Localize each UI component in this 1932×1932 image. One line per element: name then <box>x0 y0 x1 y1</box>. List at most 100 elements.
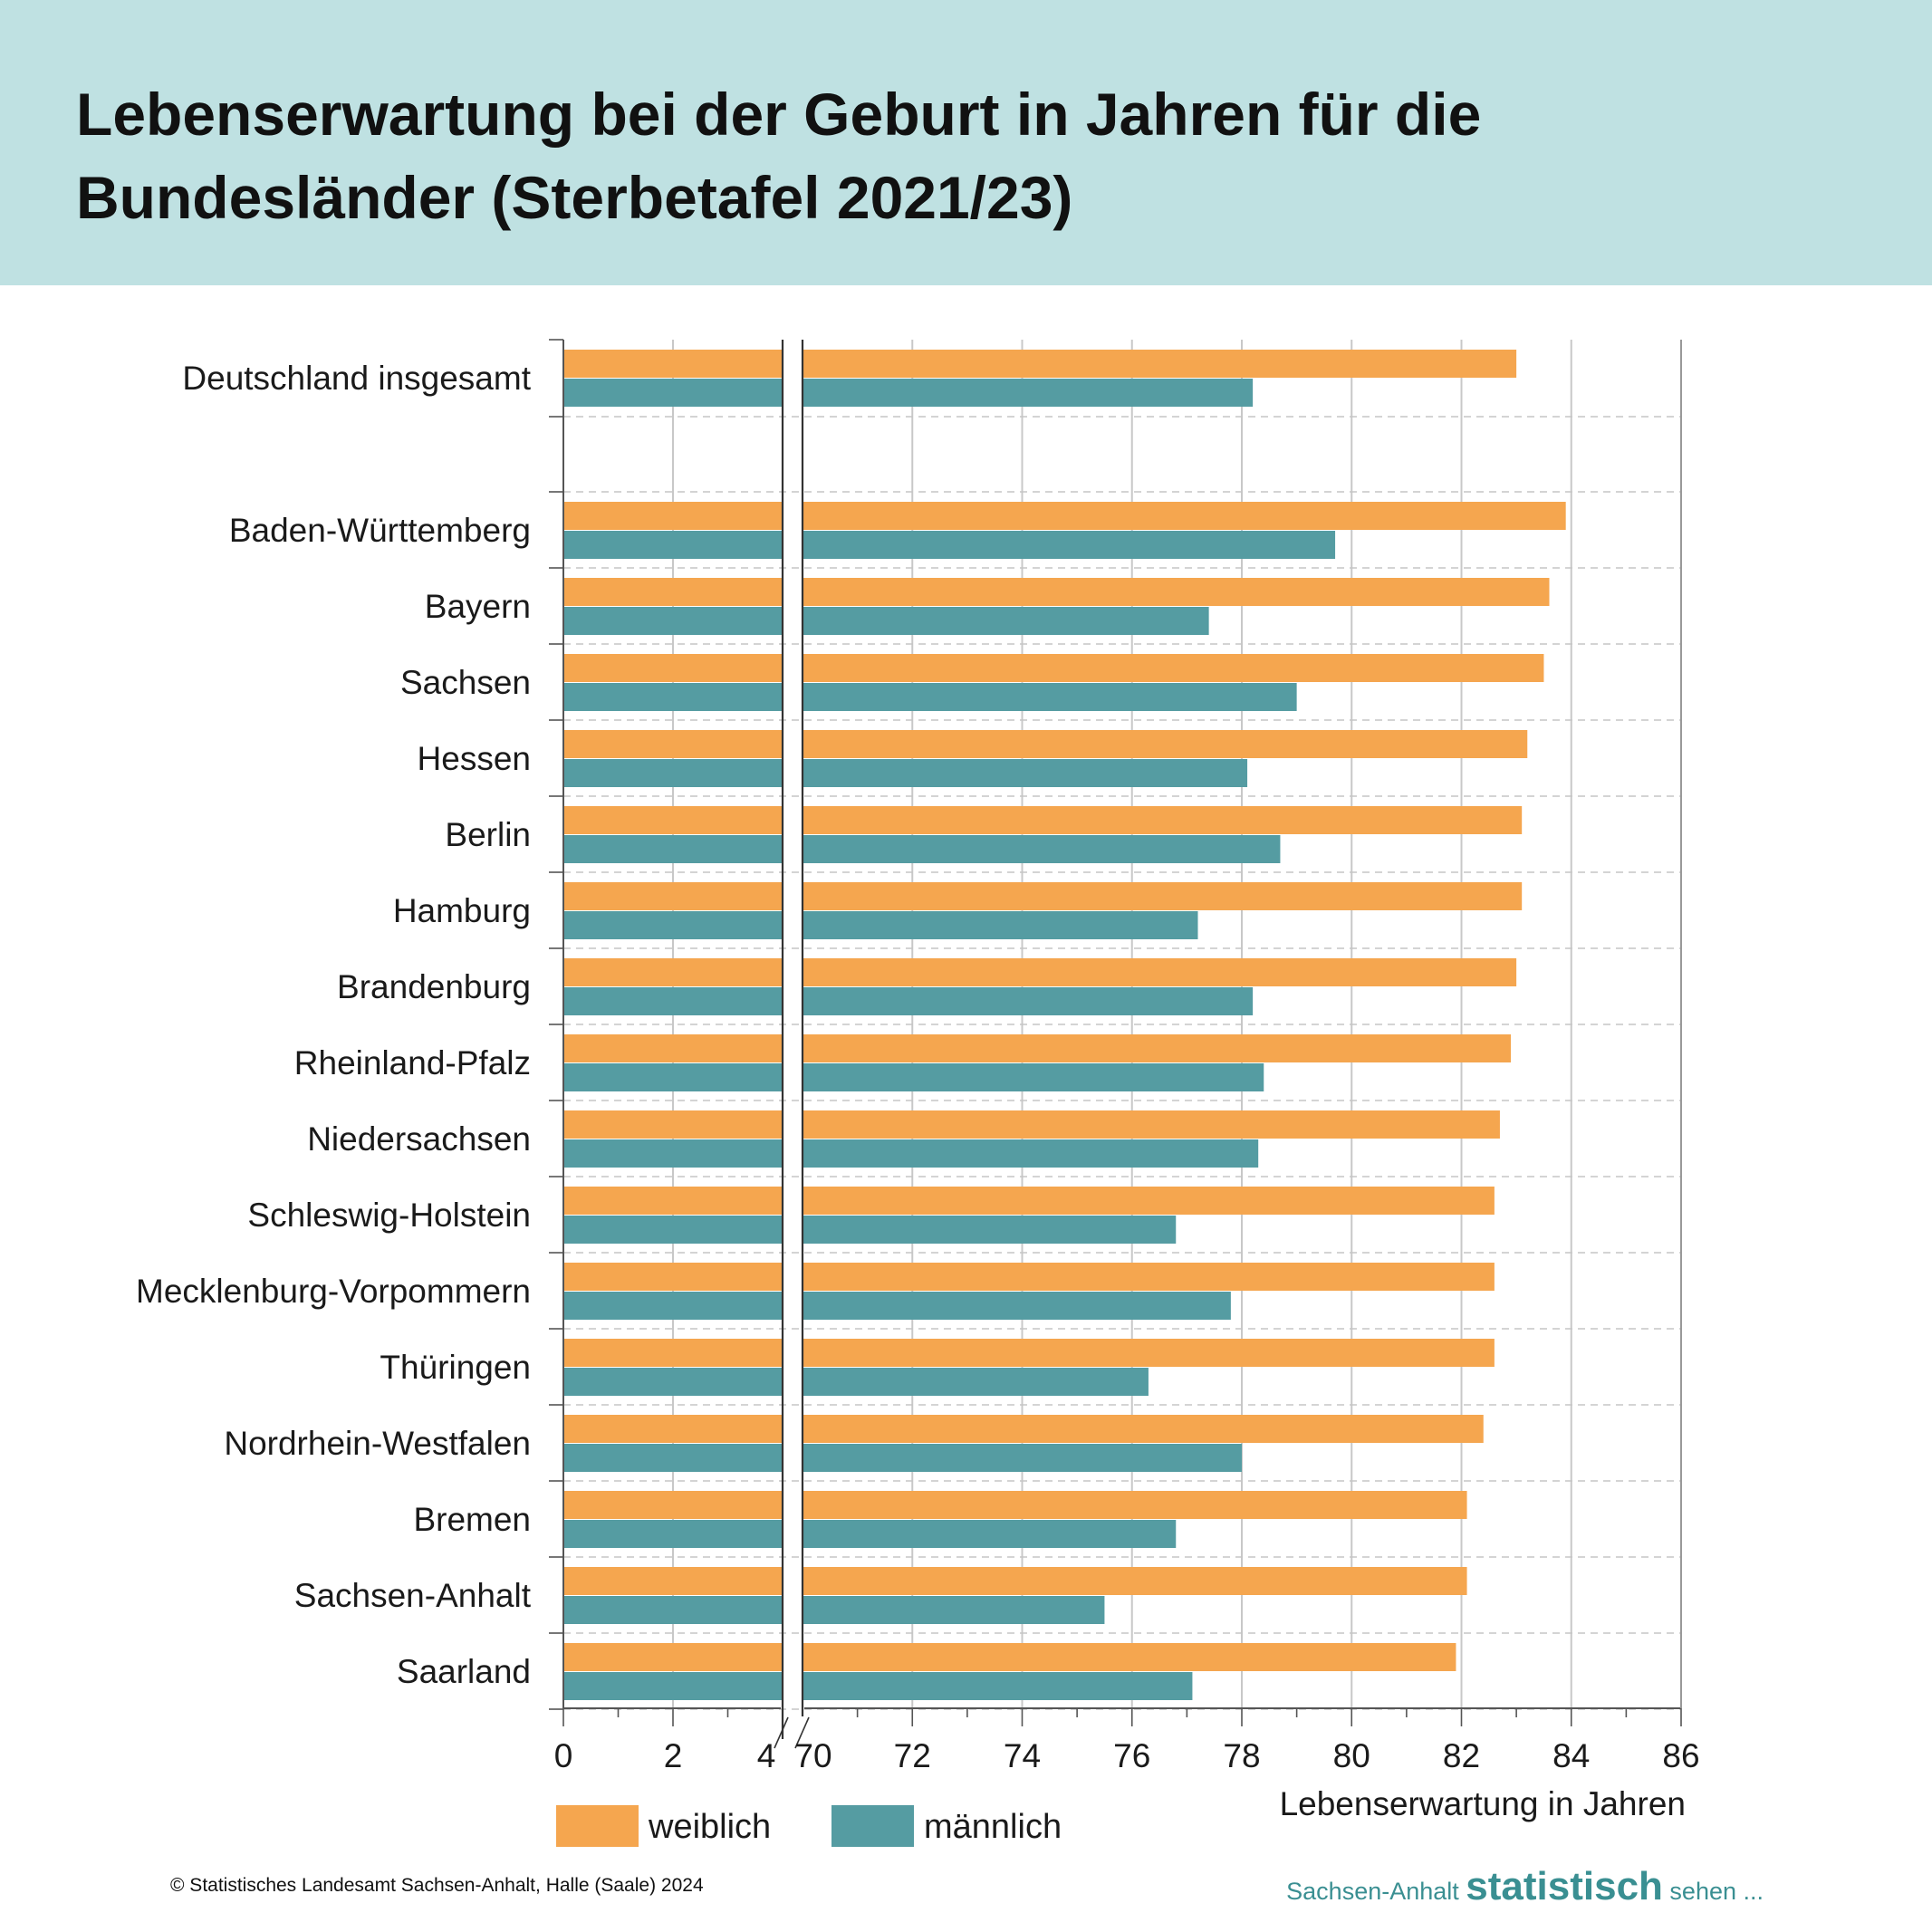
brand-main: statistisch <box>1466 1864 1663 1908</box>
bar-maennlich <box>803 1063 1264 1091</box>
bar-maennlich <box>803 759 1248 787</box>
bar-maennlich <box>803 1216 1177 1244</box>
bar-maennlich-left <box>563 1520 783 1548</box>
category-label: Bremen <box>413 1501 531 1538</box>
x-tick-label: 84 <box>1552 1737 1590 1774</box>
x-tick-label: 76 <box>1113 1737 1150 1774</box>
bar-maennlich-left <box>563 1368 783 1396</box>
bar-maennlich <box>803 379 1254 407</box>
bar-maennlich-left <box>563 531 783 559</box>
category-label: Nordrhein-Westfalen <box>224 1425 531 1462</box>
bar-weiblich <box>803 502 1566 530</box>
x-tick-label: 74 <box>1004 1737 1041 1774</box>
bar-weiblich <box>803 730 1528 758</box>
bar-maennlich-left <box>563 1596 783 1624</box>
bar-maennlich-left <box>563 1672 783 1700</box>
bar-weiblich-left <box>563 1415 783 1443</box>
header-banner <box>0 0 1932 285</box>
bar-weiblich-left <box>563 1491 783 1519</box>
bar-weiblich <box>803 1415 1484 1443</box>
bar-maennlich <box>803 987 1254 1015</box>
bar-maennlich <box>803 1596 1105 1624</box>
category-label: Saarland <box>397 1653 531 1690</box>
category-label: Deutschland insgesamt <box>182 360 531 397</box>
category-label: Hamburg <box>393 892 531 929</box>
axis-break-mark <box>774 1716 789 1749</box>
bar-weiblich <box>803 1339 1495 1367</box>
bar-maennlich-left <box>563 1139 783 1168</box>
brand-suffix: sehen ... <box>1662 1878 1764 1905</box>
bar-weiblich <box>803 806 1523 834</box>
category-label: Sachsen-Anhalt <box>294 1577 532 1614</box>
bar-maennlich <box>803 607 1209 635</box>
bar-maennlich-left <box>563 1444 783 1472</box>
bar-weiblich-left <box>563 1110 783 1139</box>
category-label: Niedersachsen <box>307 1120 531 1158</box>
x-tick-label: 80 <box>1333 1737 1370 1774</box>
bar-weiblich <box>803 1491 1467 1519</box>
bar-weiblich-left <box>563 1567 783 1595</box>
category-label: Schleswig-Holstein <box>247 1197 531 1234</box>
brand-prefix: Sachsen-Anhalt <box>1286 1878 1466 1905</box>
category-label: Brandenburg <box>337 968 531 1005</box>
legend-swatch-weiblich <box>556 1805 639 1847</box>
bar-maennlich-left <box>563 1063 783 1091</box>
bar-weiblich-left <box>563 730 783 758</box>
bar-weiblich <box>803 1263 1495 1291</box>
axis-break-mark <box>794 1716 810 1749</box>
page-title: Lebenserwartung bei der Geburt in Jahren… <box>76 81 1482 231</box>
bar-weiblich-left <box>563 806 783 834</box>
bar-maennlich <box>803 1368 1149 1396</box>
bar-weiblich-left <box>563 1187 783 1215</box>
bar-weiblich <box>803 1110 1500 1139</box>
bar-maennlich <box>803 1444 1242 1472</box>
bar-weiblich-left <box>563 882 783 910</box>
category-label: Mecklenburg-Vorpommern <box>136 1273 531 1310</box>
bar-weiblich <box>803 1187 1495 1215</box>
category-label: Rheinland-Pfalz <box>294 1044 531 1081</box>
copyright-note: © Statistisches Landesamt Sachsen-Anhalt… <box>170 1875 704 1896</box>
x-tick-label: 4 <box>757 1737 776 1774</box>
bar-maennlich-left <box>563 835 783 863</box>
category-label: Baden-Württemberg <box>229 512 531 549</box>
x-tick-label: 86 <box>1662 1737 1699 1774</box>
bar-maennlich-left <box>563 1292 783 1320</box>
x-tick-label: 0 <box>554 1737 573 1774</box>
bar-weiblich <box>803 1034 1512 1062</box>
bar-maennlich-left <box>563 1216 783 1244</box>
bar-maennlich <box>803 1672 1193 1700</box>
bar-maennlich <box>803 1292 1231 1320</box>
x-tick-label: 72 <box>894 1737 931 1774</box>
bar-weiblich <box>803 1567 1467 1595</box>
bar-weiblich-left <box>563 1034 783 1062</box>
bar-weiblich-left <box>563 1339 783 1367</box>
bar-weiblich-left <box>563 350 783 378</box>
x-tick-label: 2 <box>664 1737 683 1774</box>
bar-weiblich-left <box>563 1643 783 1671</box>
legend-swatch-maennlich <box>831 1805 914 1847</box>
bar-weiblich <box>803 882 1523 910</box>
category-label: Hessen <box>418 740 531 777</box>
legend-label-maennlich: männlich <box>924 1808 1062 1846</box>
x-tick-label: 78 <box>1223 1737 1260 1774</box>
bar-weiblich <box>803 654 1544 682</box>
bar-maennlich <box>803 1139 1259 1168</box>
bar-weiblich-left <box>563 1263 783 1291</box>
bar-maennlich-left <box>563 379 783 407</box>
brand-logo: Sachsen-Anhalt statistisch sehen ... <box>1286 1864 1764 1909</box>
bar-maennlich-left <box>563 759 783 787</box>
category-label: Thüringen <box>380 1349 531 1386</box>
x-tick-label: 82 <box>1443 1737 1480 1774</box>
category-label: Berlin <box>445 816 531 853</box>
bar-weiblich <box>803 1643 1456 1671</box>
bar-weiblich-left <box>563 502 783 530</box>
bar-maennlich <box>803 683 1297 711</box>
bar-maennlich-left <box>563 987 783 1015</box>
category-label: Sachsen <box>400 664 531 701</box>
bar-weiblich <box>803 578 1550 606</box>
bar-weiblich <box>803 958 1517 986</box>
bar-maennlich <box>803 911 1198 939</box>
bar-weiblich <box>803 350 1517 378</box>
bar-maennlich-left <box>563 683 783 711</box>
